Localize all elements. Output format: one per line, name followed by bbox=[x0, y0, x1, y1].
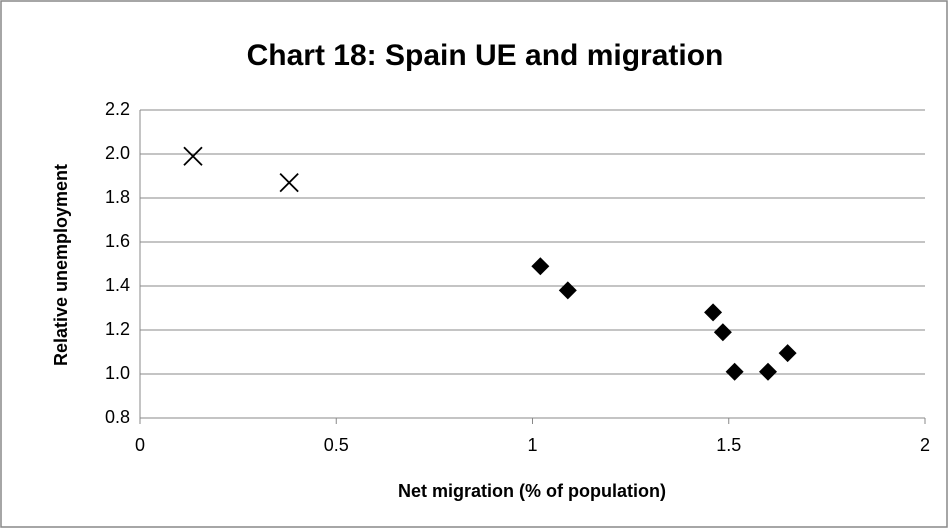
point bbox=[778, 344, 797, 363]
y-tick-label: 2.2 bbox=[105, 99, 130, 119]
x-axis-title: Net migration (% of population) bbox=[398, 481, 666, 501]
chart-title: Chart 18: Spain UE and migration bbox=[247, 39, 724, 72]
y-tick-label: 1.4 bbox=[105, 275, 130, 295]
y-tick-label: 1.8 bbox=[105, 187, 130, 207]
point bbox=[759, 362, 777, 381]
point bbox=[183, 146, 203, 166]
x-tick-label: 2 bbox=[920, 435, 930, 455]
point bbox=[558, 281, 577, 300]
x-tick-label: 1 bbox=[527, 435, 537, 455]
x-tick-label: 0.5 bbox=[324, 435, 349, 455]
y-tick-label: 2.0 bbox=[105, 143, 130, 163]
point bbox=[713, 323, 732, 342]
y-tick-label: 0.8 bbox=[105, 407, 130, 427]
point bbox=[279, 172, 299, 193]
x-tick-label: 1.5 bbox=[716, 435, 741, 455]
y-tick-label: 1.6 bbox=[105, 231, 130, 251]
point bbox=[725, 362, 744, 381]
point bbox=[704, 303, 723, 322]
y-tick-label: 1.0 bbox=[105, 363, 130, 383]
y-axis-title: Relative unemployment bbox=[51, 164, 71, 366]
x-tick-label: 0 bbox=[135, 435, 145, 455]
y-tick-label: 1.2 bbox=[105, 319, 130, 339]
point bbox=[531, 257, 550, 276]
